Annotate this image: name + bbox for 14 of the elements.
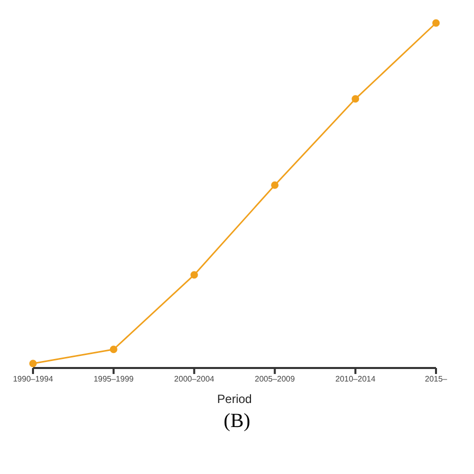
- x-axis-title: Period: [217, 392, 252, 406]
- x-tick-label: 2000–2004: [174, 374, 215, 384]
- point: [271, 181, 279, 189]
- point: [29, 360, 37, 368]
- point: [352, 95, 360, 103]
- x-tick-label: 1995–1999: [94, 374, 134, 384]
- x-tick-label: 2010–2014: [335, 374, 376, 384]
- x-tick-label: 2005–2009: [254, 374, 296, 384]
- point: [432, 19, 440, 27]
- text: (B): [222, 410, 252, 433]
- x-tick-label: 1990–1994: [12, 374, 54, 384]
- point: [110, 346, 118, 354]
- x-tick-label: 2015–: [424, 374, 448, 384]
- point: [190, 271, 198, 279]
